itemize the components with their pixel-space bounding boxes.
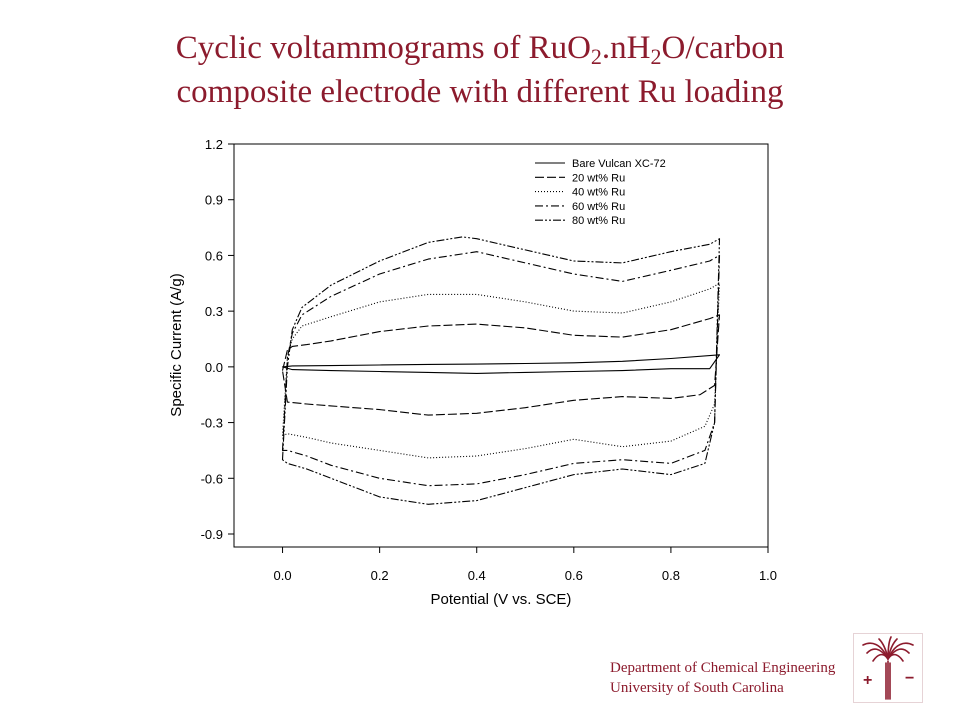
legend-label: 20 wt% Ru [572, 172, 625, 184]
title-text-2: .nH [601, 30, 651, 66]
title-text-1: Cyclic voltammograms of RuO [175, 30, 591, 66]
title-subscript-2: 2 [650, 44, 662, 69]
university-name: University of South Carolina [610, 680, 784, 696]
x-tick-label: 0.2 [371, 568, 389, 583]
y-axis-label: Specific Current (A/g) [168, 273, 185, 416]
logo-plus: + [863, 672, 872, 689]
y-tick-label: 0.0 [205, 360, 223, 375]
title-text-3: O/carbon [661, 30, 785, 66]
y-tick-label: -0.3 [201, 416, 223, 431]
y-tick-label: 0.9 [205, 193, 223, 208]
plot-frame [233, 143, 769, 548]
x-tick-label: 0.0 [274, 568, 292, 583]
title-subscript-1: 2 [590, 44, 602, 69]
x-axis-label: Potential (V vs. SCE) [431, 591, 572, 608]
title-line-2: composite electrode with different Ru lo… [176, 74, 784, 110]
legend-label: 60 wt% Ru [572, 201, 625, 213]
palmetto-tree-icon: + − [853, 633, 923, 703]
cv-series-5 [281, 236, 721, 505]
x-tick-label: 0.4 [468, 568, 486, 583]
x-tick-label: 0.6 [565, 568, 583, 583]
y-tick-label: 0.6 [205, 248, 223, 263]
cv-series-4 [281, 251, 721, 487]
axis-ticks: 0.0 0.2 0.4 0.6 0.8 1.0 1.2 0.9 0.6 0.3 0.0 -0.3 -0.… [201, 137, 777, 583]
x-tick-label: 0.8 [662, 568, 680, 583]
x-tick-label: 1.0 [759, 568, 777, 583]
department-name: Department of Chemical Engineering [610, 660, 836, 676]
legend-label: 40 wt% Ru [572, 187, 625, 199]
cv-curves [281, 236, 721, 505]
legend-label: Bare Vulcan XC-72 [572, 158, 666, 170]
cv-series-1 [281, 354, 721, 374]
logo-minus: − [905, 670, 914, 687]
y-tick-label: -0.6 [201, 471, 223, 486]
cv-series-2 [281, 314, 721, 416]
slide-title: Cyclic voltammograms of RuO2.nH2O/carbon… [0, 26, 960, 114]
legend-label: 80 wt% Ru [572, 215, 625, 227]
title-line-1: Cyclic voltammograms of RuO2.nH2O/carbon [0, 26, 960, 70]
y-tick-label: 1.2 [205, 137, 223, 152]
y-tick-label: 0.3 [205, 304, 223, 319]
department-footer: Department of Chemical Engineering Unive… [610, 658, 835, 698]
chart-legend: Bare Vulcan XC-72 20 wt% Ru 40 wt% Ru 60 wt… [535, 158, 666, 227]
y-tick-label: -0.9 [201, 527, 223, 542]
